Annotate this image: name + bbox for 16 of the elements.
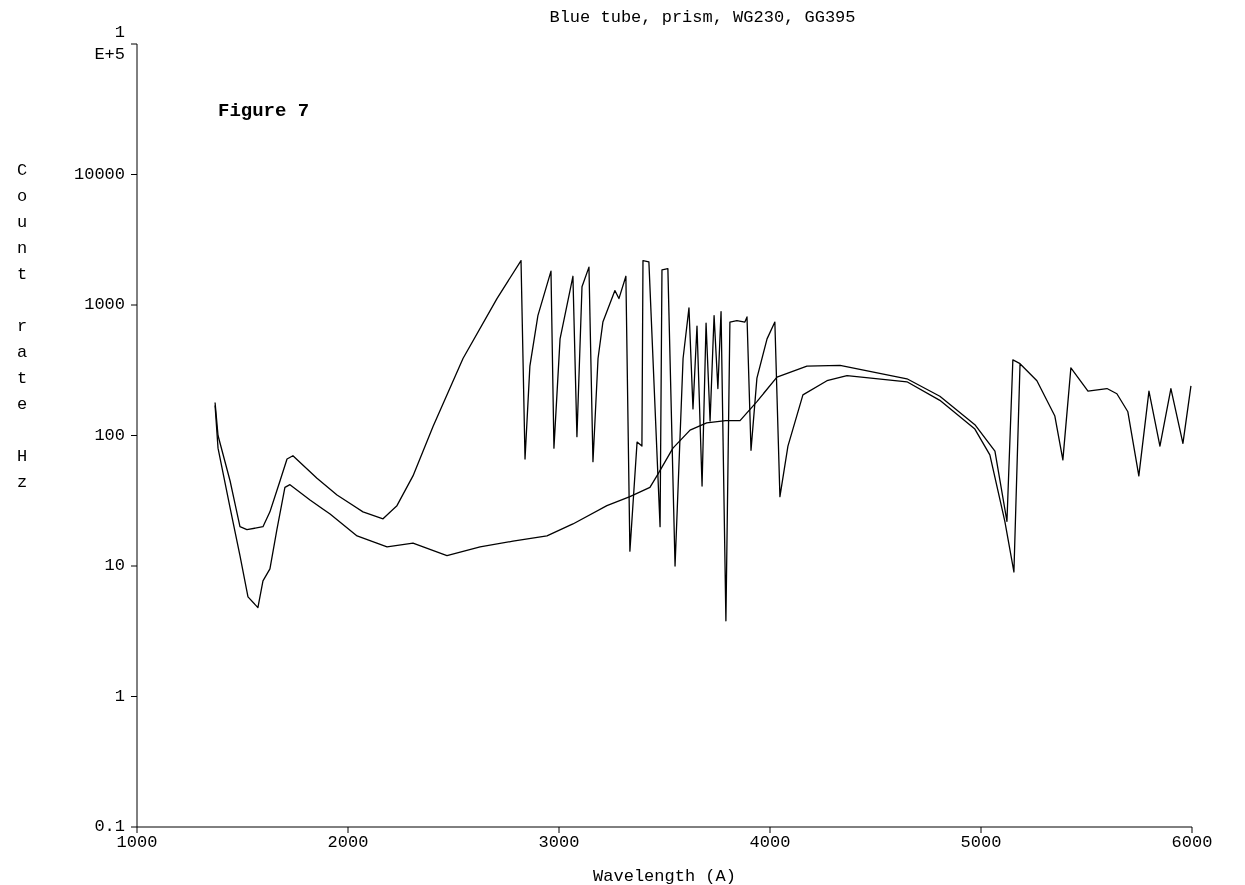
y-tick-label: 0.1 (94, 817, 125, 837)
y-tick-label: 10000 (73, 164, 125, 184)
x-tick-label: 2000 (327, 833, 369, 853)
y-tick-label: 1 E+5 (94, 23, 125, 65)
y-tick-label: 10 (104, 556, 125, 576)
x-tick-label: 5000 (960, 833, 1002, 853)
annotation: Figure 7 (218, 100, 310, 122)
chart-title: Blue tube, prism, WG230, GG395 (549, 8, 856, 27)
y-tick-label: 1 (114, 686, 125, 706)
x-tick-label: 4000 (749, 833, 791, 853)
x-tick-label: 3000 (538, 833, 580, 853)
text: Count rate Hz (16, 161, 28, 492)
x-tick-label: 6000 (1171, 833, 1213, 853)
y-tick-label: 100 (94, 425, 125, 445)
y-tick-label: 1000 (84, 295, 125, 315)
x-axis-title: Wavelength (A) (593, 867, 736, 885)
